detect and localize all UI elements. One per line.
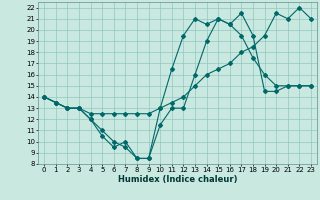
X-axis label: Humidex (Indice chaleur): Humidex (Indice chaleur) xyxy=(118,175,237,184)
